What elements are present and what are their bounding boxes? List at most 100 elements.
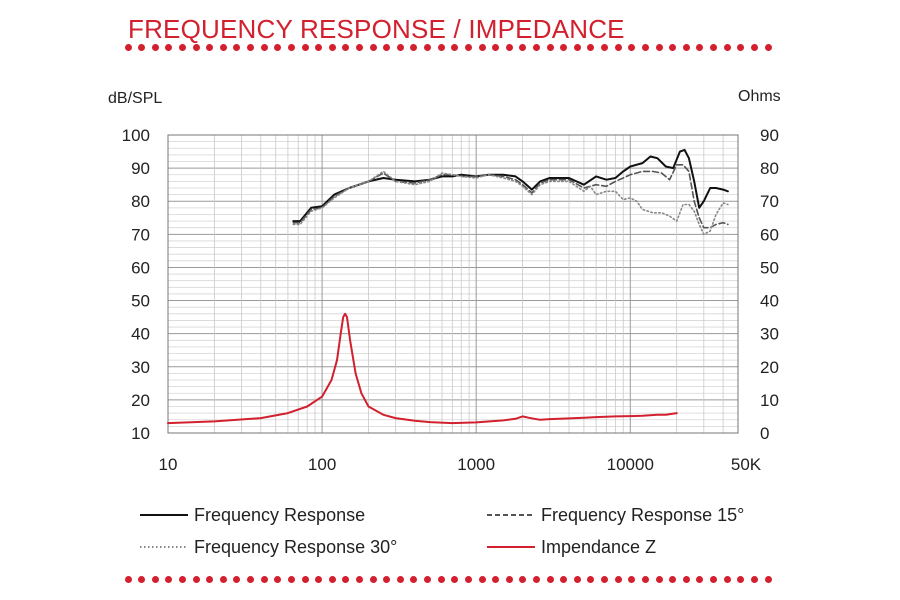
top-dotted-divider: [124, 44, 772, 54]
left-tick-label: 80: [131, 192, 150, 211]
divider-dot: [151, 44, 159, 51]
divider-dot: [560, 44, 568, 51]
divider-dot: [682, 44, 690, 51]
divider-dot: [641, 576, 649, 583]
divider-dot: [573, 576, 581, 583]
divider-dot: [641, 44, 649, 51]
divider-dot: [178, 44, 186, 51]
divider-dot: [764, 44, 772, 51]
divider-dot: [383, 44, 391, 51]
left-tick-label: 90: [131, 159, 150, 178]
divider-dot: [138, 44, 146, 51]
divider-dot: [710, 44, 718, 51]
right-tick-label: 30: [760, 325, 779, 344]
divider-dot: [424, 576, 432, 583]
plot-frame: [167, 134, 739, 434]
divider-dot: [519, 44, 527, 51]
left-axis-label: dB/SPL: [108, 90, 162, 107]
divider-dot: [301, 44, 309, 51]
divider-dot: [723, 44, 731, 51]
divider-dot: [315, 576, 323, 583]
divider-dot: [614, 44, 622, 51]
bottom-dotted-divider: [124, 576, 772, 586]
right-tick-label: 80: [760, 159, 779, 178]
divider-dot: [737, 44, 745, 51]
left-tick-label: 40: [131, 325, 150, 344]
divider-dot: [287, 576, 295, 583]
divider-dot: [328, 44, 336, 51]
divider-dot: [410, 44, 418, 51]
divider-dot: [369, 44, 377, 51]
divider-dot: [247, 576, 255, 583]
right-tick-label: 40: [760, 292, 779, 311]
divider-dot: [492, 576, 500, 583]
divider-dot: [315, 44, 323, 51]
divider-dot: [655, 576, 663, 583]
divider-dot: [464, 44, 472, 51]
divider-dot: [247, 44, 255, 51]
divider-dot: [750, 576, 758, 583]
divider-dot: [355, 44, 363, 51]
right-tick-label: 60: [760, 225, 779, 244]
divider-dot: [369, 576, 377, 583]
divider-dot: [669, 44, 677, 51]
divider-dot: [424, 44, 432, 51]
divider-dot: [546, 44, 554, 51]
right-tick-label: 50: [760, 258, 779, 277]
divider-dot: [614, 576, 622, 583]
divider-dot: [451, 576, 459, 583]
divider-dot: [124, 576, 132, 583]
divider-dot: [192, 44, 200, 51]
divider-dot: [533, 576, 540, 583]
left-tick-label: 10: [131, 424, 150, 443]
right-tick-label: 10: [760, 391, 779, 410]
left-tick-label: 20: [131, 391, 150, 410]
divider-dot: [383, 576, 391, 583]
divider-dot: [710, 576, 718, 583]
divider-dot: [206, 44, 214, 51]
divider-dot: [233, 44, 241, 51]
legend-item-frequency-response-15: Frequency Response 15°: [487, 505, 744, 525]
divider-dot: [505, 576, 513, 583]
divider-dot: [206, 576, 214, 583]
divider-dot: [669, 576, 677, 583]
divider-dot: [478, 44, 486, 51]
x-tick-label: 100: [308, 455, 336, 474]
right-tick-label: 20: [760, 358, 779, 377]
divider-dot: [519, 576, 527, 583]
series-frequency-response-15: [292, 164, 729, 229]
divider-dot: [260, 44, 268, 51]
left-tick-label: 70: [131, 225, 150, 244]
series-impedance: [167, 312, 678, 425]
divider-dot: [287, 44, 295, 51]
right-tick-label: 0: [760, 424, 769, 443]
divider-dot: [628, 44, 636, 51]
divider-dot: [138, 576, 146, 583]
divider-dot: [573, 44, 581, 51]
x-tick-label: 10000: [607, 455, 654, 474]
divider-dot: [274, 44, 282, 51]
divider-dot: [478, 576, 486, 583]
left-tick-label: 30: [131, 358, 150, 377]
legend-label-frequency-response-30: Frequency Response 30°: [194, 537, 397, 557]
chart-title: FREQUENCY RESPONSE / IMPEDANCE: [128, 14, 625, 44]
divider-dot: [464, 576, 472, 583]
divider-dot: [396, 576, 404, 583]
divider-dot: [696, 44, 704, 51]
legend: Frequency Response Frequency Response 15…: [140, 505, 744, 557]
x-tick-label: 1000: [457, 455, 495, 474]
right-tick-label: 90: [760, 126, 779, 145]
divider-dot: [233, 576, 241, 583]
legend-label-frequency-response: Frequency Response: [194, 505, 365, 525]
divider-dot: [192, 576, 200, 583]
tick-labels: 1020304050607080901000102030405060708090…: [122, 126, 779, 474]
divider-dot: [601, 44, 609, 51]
divider-dot: [437, 576, 445, 583]
divider-dot: [750, 44, 758, 51]
x-tick-label: 10: [159, 455, 178, 474]
divider-dot: [355, 576, 363, 583]
series: [167, 148, 729, 425]
divider-dot: [492, 44, 500, 51]
divider-dot: [151, 576, 159, 583]
legend-item-frequency-response-30: Frequency Response 30°: [140, 537, 397, 557]
